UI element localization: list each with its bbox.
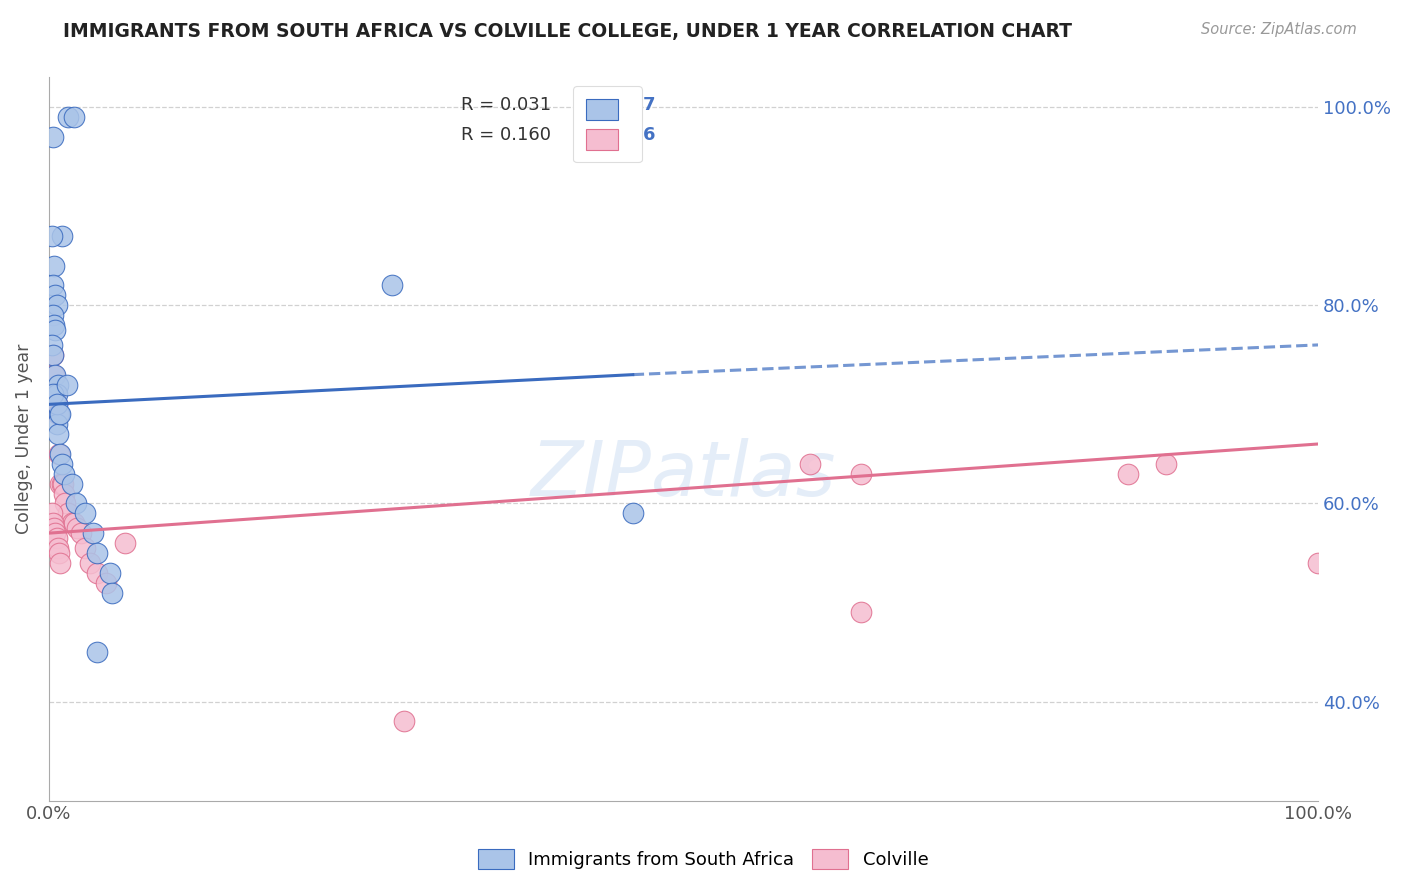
Point [56, 506, 79, 520]
Point [41, 338, 63, 352]
Point [69, 526, 91, 541]
Text: IMMIGRANTS FROM SOUTH AFRICA VS COLVILLE COLLEGE, UNDER 1 YEAR CORRELATION CHART: IMMIGRANTS FROM SOUTH AFRICA VS COLVILLE… [63, 22, 1073, 41]
Point [82, 526, 104, 541]
Point [48, 447, 70, 461]
Point [44, 526, 66, 541]
Point [46, 407, 69, 421]
Point [46, 377, 69, 392]
Legend: , : , [574, 87, 641, 162]
Y-axis label: College, Under 1 year: College, Under 1 year [15, 343, 32, 534]
Point [56, 110, 79, 124]
Point [53, 467, 76, 481]
Legend: Immigrants from South Africa, Colville: Immigrants from South Africa, Colville [468, 839, 938, 879]
Point [73, 506, 96, 520]
Point [42, 129, 65, 144]
Point [45, 417, 67, 432]
Point [49, 407, 72, 421]
Point [94, 575, 117, 590]
Point [45, 387, 67, 401]
Point [45, 298, 67, 312]
Point [394, 714, 416, 729]
Point [114, 536, 136, 550]
Point [86, 645, 108, 659]
Point [42, 387, 65, 401]
Point [45, 397, 67, 411]
Point [42, 521, 65, 535]
Point [42, 516, 65, 531]
Point [1308, 556, 1330, 570]
Point [65, 496, 87, 510]
Point [79, 556, 101, 570]
Point [51, 229, 73, 244]
Point [42, 308, 65, 322]
Text: R = 0.031: R = 0.031 [461, 95, 551, 113]
Text: Source: ZipAtlas.com: Source: ZipAtlas.com [1201, 22, 1357, 37]
Point [44, 387, 66, 401]
Point [621, 506, 644, 520]
Point [851, 467, 873, 481]
Point [51, 476, 73, 491]
Point [48, 407, 70, 421]
Point [63, 110, 86, 124]
Point [73, 541, 96, 555]
Point [45, 397, 67, 411]
Point [42, 278, 65, 293]
Point [42, 259, 65, 273]
Point [86, 546, 108, 560]
Point [49, 447, 72, 461]
Point [41, 506, 63, 520]
Point [42, 318, 65, 332]
Text: R = 0.160: R = 0.160 [461, 126, 551, 144]
Point [60, 516, 83, 531]
Point [41, 229, 63, 244]
Point [1116, 467, 1139, 481]
Point [63, 516, 86, 531]
Text: N = 37: N = 37 [588, 95, 655, 113]
Text: ZIPatlas: ZIPatlas [531, 438, 837, 512]
Point [53, 486, 76, 500]
Point [48, 546, 70, 560]
Point [44, 368, 66, 382]
Point [799, 457, 821, 471]
Point [86, 566, 108, 580]
Point [44, 288, 66, 302]
Point [49, 476, 72, 491]
Point [101, 585, 124, 599]
Point [52, 476, 75, 491]
Point [66, 521, 89, 535]
Point [46, 541, 69, 555]
Point [60, 476, 83, 491]
Point [46, 427, 69, 442]
Point [1154, 457, 1177, 471]
Point [44, 323, 66, 337]
Point [851, 606, 873, 620]
Point [98, 566, 121, 580]
Point [49, 556, 72, 570]
Point [42, 348, 65, 362]
Point [51, 457, 73, 471]
Text: N = 36: N = 36 [588, 126, 655, 144]
Point [381, 278, 404, 293]
Point [55, 377, 77, 392]
Point [42, 368, 65, 382]
Point [42, 348, 65, 362]
Point [45, 531, 67, 545]
Point [55, 496, 77, 510]
